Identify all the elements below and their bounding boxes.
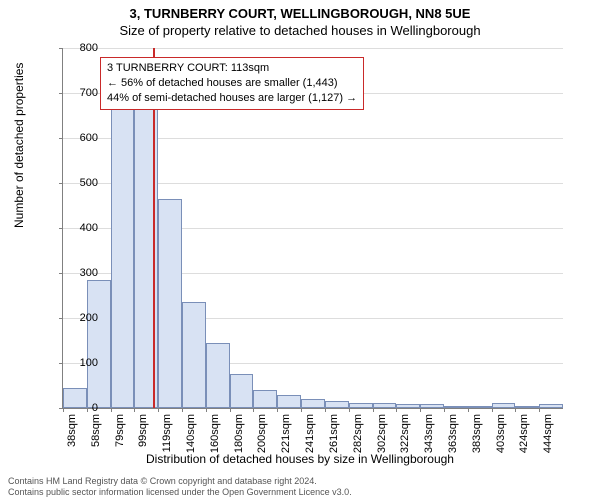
- x-tick-mark: [134, 408, 135, 412]
- histogram-bar: [301, 399, 325, 408]
- histogram-bar: [396, 404, 420, 408]
- histogram-bar: [468, 406, 492, 408]
- x-tick-mark: [492, 408, 493, 412]
- grid-line: [63, 48, 563, 49]
- y-tick-label: 700: [62, 87, 98, 99]
- histogram-bar: [87, 280, 111, 408]
- x-tick-mark: [468, 408, 469, 412]
- x-tick-mark: [182, 408, 183, 412]
- x-tick-mark: [373, 408, 374, 412]
- x-tick-label: 38sqm: [66, 414, 78, 454]
- histogram-bar: [277, 395, 301, 409]
- chart-title-sub: Size of property relative to detached ho…: [0, 21, 600, 38]
- x-tick-label: 302sqm: [376, 414, 388, 454]
- histogram-bar: [420, 404, 444, 409]
- x-tick-mark: [111, 408, 112, 412]
- y-tick-label: 0: [62, 402, 98, 414]
- histogram-bar: [515, 406, 539, 408]
- x-tick-mark: [396, 408, 397, 412]
- x-tick-mark: [206, 408, 207, 412]
- x-tick-mark: [515, 408, 516, 412]
- y-tick-label: 600: [62, 132, 98, 144]
- x-tick-label: 180sqm: [233, 414, 245, 454]
- histogram-bar: [373, 403, 397, 408]
- x-tick-mark: [420, 408, 421, 412]
- x-tick-label: 99sqm: [137, 414, 149, 454]
- histogram-bar: [539, 404, 563, 409]
- footer-line: Contains HM Land Registry data © Crown c…: [8, 476, 352, 487]
- x-tick-label: 363sqm: [447, 414, 459, 454]
- x-tick-mark: [444, 408, 445, 412]
- annotation-line: ← 56% of detached houses are smaller (1,…: [107, 76, 357, 91]
- x-tick-mark: [253, 408, 254, 412]
- chart-title-main: 3, TURNBERRY COURT, WELLINGBOROUGH, NN8 …: [0, 0, 600, 21]
- x-tick-label: 79sqm: [114, 414, 126, 454]
- y-tick-label: 800: [62, 42, 98, 54]
- histogram-bar: [182, 302, 206, 408]
- x-tick-label: 403sqm: [495, 414, 507, 454]
- chart-container: 3, TURNBERRY COURT, WELLINGBOROUGH, NN8 …: [0, 0, 600, 500]
- x-tick-label: 343sqm: [423, 414, 435, 454]
- x-tick-label: 383sqm: [471, 414, 483, 454]
- x-tick-mark: [230, 408, 231, 412]
- histogram-bar: [444, 406, 468, 408]
- x-tick-label: 119sqm: [161, 414, 173, 454]
- y-tick-label: 200: [62, 312, 98, 324]
- histogram-bar: [253, 390, 277, 408]
- x-tick-label: 140sqm: [185, 414, 197, 454]
- histogram-bar: [349, 403, 373, 408]
- x-tick-mark: [301, 408, 302, 412]
- annotation-line: 44% of semi-detached houses are larger (…: [107, 91, 357, 106]
- y-tick-label: 500: [62, 177, 98, 189]
- histogram-bar: [492, 403, 516, 408]
- x-tick-label: 221sqm: [280, 414, 292, 454]
- histogram-bar: [206, 343, 230, 408]
- x-tick-label: 424sqm: [518, 414, 530, 454]
- histogram-bar: [111, 107, 135, 409]
- x-tick-mark: [277, 408, 278, 412]
- x-tick-label: 322sqm: [399, 414, 411, 454]
- histogram-bar: [325, 401, 349, 408]
- x-tick-mark: [539, 408, 540, 412]
- footer-credits: Contains HM Land Registry data © Crown c…: [8, 476, 352, 498]
- footer-line: Contains public sector information licen…: [8, 487, 352, 498]
- x-tick-mark: [349, 408, 350, 412]
- x-tick-mark: [325, 408, 326, 412]
- x-tick-label: 282sqm: [352, 414, 364, 454]
- y-tick-label: 300: [62, 267, 98, 279]
- y-tick-label: 100: [62, 357, 98, 369]
- y-tick-label: 400: [62, 222, 98, 234]
- x-tick-label: 241sqm: [304, 414, 316, 454]
- annotation-box: 3 TURNBERRY COURT: 113sqm ← 56% of detac…: [100, 57, 364, 110]
- y-axis-label: Number of detached properties: [12, 63, 26, 228]
- x-axis-label: Distribution of detached houses by size …: [0, 452, 600, 466]
- x-tick-label: 200sqm: [256, 414, 268, 454]
- histogram-bar: [230, 374, 254, 408]
- x-tick-label: 160sqm: [209, 414, 221, 454]
- x-tick-label: 261sqm: [328, 414, 340, 454]
- histogram-bar: [158, 199, 182, 408]
- x-tick-mark: [158, 408, 159, 412]
- x-tick-label: 58sqm: [90, 414, 102, 454]
- x-tick-label: 444sqm: [542, 414, 554, 454]
- annotation-line: 3 TURNBERRY COURT: 113sqm: [107, 61, 357, 76]
